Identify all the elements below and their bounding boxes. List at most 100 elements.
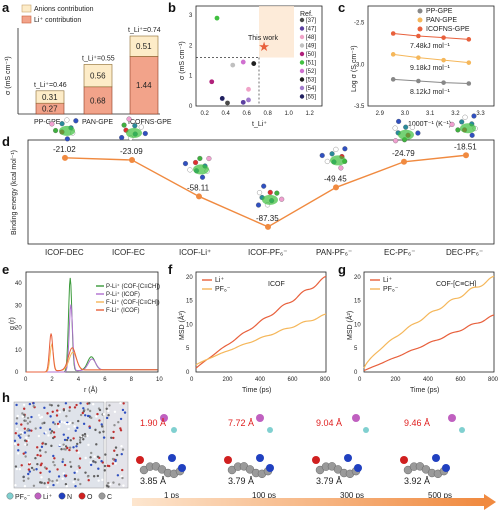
h-box-atom-89 [84,471,87,474]
d-value-2: -58.11 [187,183,210,192]
h-box-atom-69 [14,465,18,468]
h-box-atom-108 [105,416,109,420]
panel_f-xtick-0: 0 [190,377,194,383]
t-label-0: t_Li⁺=0.46 [34,82,67,89]
g-frame [363,271,495,373]
h-box-atom-275 [22,452,25,455]
e-ytick-3: 30 [15,303,22,309]
h-box-atom-100 [36,446,39,449]
h-box-atom-16 [32,484,36,487]
h-box-atom-183 [23,431,27,434]
c-pt-2-0 [390,31,396,36]
h-box-atom-124 [95,443,98,446]
h-box-atom-14 [60,448,63,451]
h-box-atom-211 [117,421,120,424]
h-box-atom-293 [43,406,46,410]
h-box-atom-244 [69,465,73,468]
h-box-atom-149 [62,409,66,412]
h-black-dist-2: 3.79 Å [316,476,342,486]
d-atom-4-5 [338,165,344,171]
h-box-atom-33 [63,438,67,442]
e-ytick-2: 20 [15,326,22,332]
b-ytick-1: 1 [189,74,193,80]
h-box-atom-229 [96,474,100,478]
h-box-atom-311 [26,416,30,420]
h-red-dist-2: 9.04 Å [316,418,342,428]
e-frame [25,271,159,373]
panel_f-ytick-0: 0 [186,370,190,376]
panel-label-f: f [168,262,173,277]
h-box-atom-97 [65,485,69,488]
panel-label-g: g [338,262,346,277]
h-legend-1: Li⁺ [43,494,52,501]
e-xtick-5: 10 [156,377,163,383]
h-box-atom-306 [27,427,30,431]
panel_f-curve-0 [195,275,327,369]
h-box-atom-51 [113,424,116,427]
d-frame [27,139,495,245]
h-box-atom-68 [66,436,70,440]
h-box-atom-32 [62,472,65,475]
h-box-atom-102 [120,445,123,448]
h-box-atom-317 [37,414,41,417]
c-ea-pp: 8.12kJ mol⁻¹ [410,89,451,96]
d-cat-4: PAN-PF₆⁻ [316,248,352,257]
h-box-atom-208 [61,460,64,464]
h-box-atom-59 [107,414,110,417]
h-box-atom-151 [41,422,44,425]
panel_g-ytick-1: 5 [354,346,358,352]
b-ref-dot-7 [299,77,305,82]
h-box-atom-258 [76,426,79,430]
b-ref-6: [52] [306,69,316,75]
b-point-6 [240,59,246,65]
panel_f-ytick-1: 5 [186,346,190,352]
h-box-atom-309 [98,431,101,434]
h-box-atom-181 [68,446,72,449]
h-box-atom-220 [55,409,59,412]
b-ref-dot-9 [299,94,305,99]
h-box-atom-238 [17,449,20,452]
h-box-atom-11 [118,483,121,486]
h-box-atom-256 [52,460,55,464]
h-box-atom-28 [19,436,22,439]
d-atom-0-8 [73,118,79,124]
h-n1-0 [168,454,176,462]
h-box-atom-22 [40,476,43,479]
h-box-atom-267 [40,415,44,419]
h-box-atom-78 [62,433,65,436]
d-atom-0-2 [64,136,70,142]
h-box-atom-87 [101,478,104,482]
h-box-atom-144 [81,434,84,437]
h-box-atom-249 [102,430,105,433]
h-box-atom-88 [74,484,77,488]
b-point-4 [209,79,215,85]
h-box-atom-282 [84,456,87,460]
h-li-0 [160,414,168,422]
legend-li-label: Li⁺ contribution [34,17,81,24]
h-time-2: 300 ps [340,491,364,500]
panel-g-msd-cof: MSD (Å²) Time (ps) COF-[C≡CH] 0 200 400 600… [345,271,499,394]
b-point-3 [230,62,236,68]
d-atom-3-4 [274,190,280,196]
h-red-dist-0: 1.90 Å [140,418,166,428]
h-box-atom-210 [121,468,124,472]
h-box-atom-192 [65,422,68,426]
h-box-atom-153 [52,483,55,487]
h-box-atom-91 [121,448,125,451]
e-ytick-0: 0 [15,370,19,376]
h-box-atom-122 [73,425,76,428]
h-n1-3 [432,454,440,462]
h-box-atom-221 [71,421,74,425]
h-box-atom-17 [63,421,66,424]
c-legend-0: PP-GPE [426,8,453,15]
panel-label-a: a [2,0,10,15]
h-box-atom-265 [55,414,59,417]
h-box-atom-248 [88,426,92,430]
c-line-0 [393,78,469,84]
e-ylabel: g (r) [9,317,16,330]
b-this-work-region [259,6,294,58]
h-n1-1 [256,454,264,462]
h-box-atom-274 [50,444,53,448]
h-box-atom-262 [18,467,21,471]
e-legend-0: P-Li⁺ (COF-[C≡CH]) [106,283,160,290]
